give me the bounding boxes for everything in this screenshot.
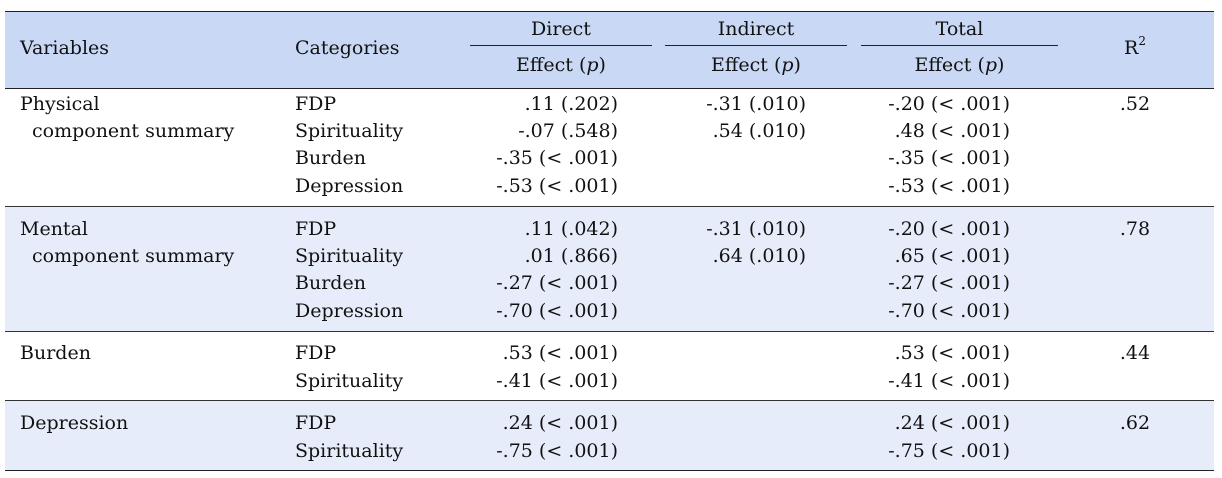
category-cell: Burden <box>295 272 366 294</box>
category-cell: Depression <box>295 175 404 197</box>
header-indirect-effect: Effect (p) <box>711 54 801 76</box>
direct-cell: -.75 (< .001) <box>496 440 618 462</box>
category-cell: Spirituality <box>295 120 404 142</box>
r-squared-value: .44 <box>1119 342 1151 364</box>
header-direct: Direct <box>531 18 591 40</box>
total-cell: -.75 (< .001) <box>888 440 1010 462</box>
total-cell: -.20 (< .001) <box>888 93 1010 115</box>
total-cell: -.41 (< .001) <box>888 370 1010 392</box>
direct-underline <box>470 45 652 46</box>
variable-label: Burden <box>20 342 91 364</box>
category-cell: Depression <box>295 300 404 322</box>
variable-label: component summary <box>32 120 235 142</box>
header-categories: Categories <box>295 37 400 59</box>
total-cell: -.27 (< .001) <box>888 272 1010 294</box>
total-cell: -.53 (< .001) <box>888 175 1010 197</box>
direct-cell: -.41 (< .001) <box>496 370 618 392</box>
direct-cell: .53 (< .001) <box>502 342 618 364</box>
indirect-cell: .54 (.010) <box>712 120 806 142</box>
category-cell: FDP <box>295 412 337 434</box>
total-underline <box>861 45 1058 46</box>
r-squared-value: .78 <box>1119 218 1151 240</box>
group-band-depression <box>5 401 1214 471</box>
category-cell: Spirituality <box>295 370 404 392</box>
group-separator <box>5 331 1214 332</box>
table-header <box>5 11 1214 89</box>
total-cell: -.20 (< .001) <box>888 218 1010 240</box>
header-r-squared: R2 <box>1124 33 1146 59</box>
r-squared-value: .52 <box>1119 93 1151 115</box>
direct-cell: -.70 (< .001) <box>496 300 618 322</box>
variable-label: Depression <box>20 412 129 434</box>
header-total-effect: Effect (p) <box>914 54 1005 76</box>
category-cell: Spirituality <box>295 245 404 267</box>
direct-cell: -.07 (.548) <box>518 120 618 142</box>
total-cell: .24 (< .001) <box>894 412 1010 434</box>
header-total: Total <box>935 18 984 40</box>
total-cell: -.35 (< .001) <box>888 147 1010 169</box>
total-cell: .53 (< .001) <box>894 342 1010 364</box>
direct-cell: .24 (< .001) <box>502 412 618 434</box>
direct-cell: -.53 (< .001) <box>496 175 618 197</box>
indirect-cell: -.31 (.010) <box>706 218 806 240</box>
group-separator <box>5 206 1214 207</box>
header-direct-effect: Effect (p) <box>516 54 606 76</box>
direct-cell: .11 (.042) <box>524 218 618 240</box>
total-cell: .48 (< .001) <box>894 120 1010 142</box>
total-cell: .65 (< .001) <box>894 245 1010 267</box>
total-cell: -.70 (< .001) <box>888 300 1010 322</box>
group-separator <box>5 400 1214 401</box>
indirect-cell: .64 (.010) <box>712 245 806 267</box>
direct-cell: -.35 (< .001) <box>496 147 618 169</box>
variable-label: Mental <box>20 218 88 240</box>
direct-cell: -.27 (< .001) <box>496 272 618 294</box>
category-cell: FDP <box>295 218 337 240</box>
group-band-mental <box>5 207 1214 331</box>
header-variables: Variables <box>20 37 110 59</box>
variable-label: Physical <box>20 93 100 115</box>
header-indirect: Indirect <box>717 18 795 40</box>
category-cell: FDP <box>295 93 337 115</box>
direct-cell: .01 (.866) <box>524 245 618 267</box>
variable-label: component summary <box>32 245 235 267</box>
direct-cell: .11 (.202) <box>524 93 618 115</box>
indirect-cell: -.31 (.010) <box>706 93 806 115</box>
table-bottom-rule <box>5 470 1214 471</box>
category-cell: FDP <box>295 342 337 364</box>
category-cell: Spirituality <box>295 440 404 462</box>
r-squared-value: .62 <box>1119 412 1151 434</box>
category-cell: Burden <box>295 147 366 169</box>
indirect-underline <box>665 45 847 46</box>
